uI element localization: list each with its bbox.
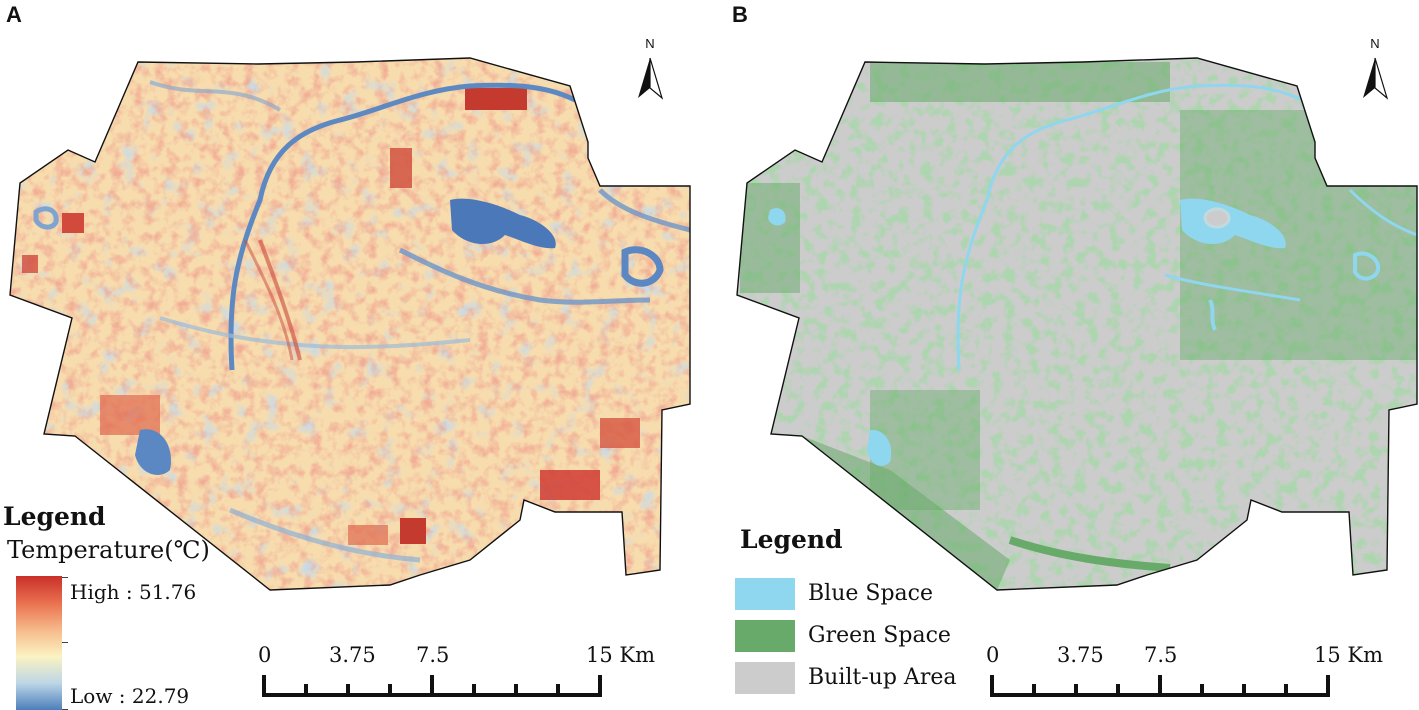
north-label: N (645, 36, 655, 51)
legend-label-green-space: Green Space (808, 623, 951, 648)
study-area-boundary (736, 57, 1418, 591)
panel-label-b: B (732, 2, 748, 27)
scale-tick-label: 3.75 (1057, 643, 1104, 667)
study-area-boundary (9, 57, 691, 591)
panel-b-landcover-map: B (710, 0, 1419, 710)
north-arrow-icon (638, 57, 664, 100)
scale-bar (990, 675, 1330, 697)
legend-swatch-green-space (735, 620, 795, 652)
legend-title: Legend (3, 502, 106, 531)
north-arrow-icon (1363, 57, 1389, 100)
legend-title: Legend (740, 525, 843, 554)
scale-tick-label: 3.75 (329, 643, 376, 667)
legend-label-blue-space: Blue Space (808, 581, 933, 606)
temperature-color-ramp (16, 576, 62, 710)
scale-bar (262, 675, 602, 697)
legend-swatch-built-up-area (735, 662, 795, 694)
legend-low-label: Low : 22.79 (70, 684, 190, 708)
scale-tick-label: 15 Km (1314, 643, 1383, 667)
panel-label-a: A (6, 2, 22, 27)
scale-tick-label: 0 (986, 643, 1000, 667)
landcover-map-svg (736, 57, 1418, 697)
legend-high-label: High : 51.76 (70, 580, 197, 604)
ramp-tick-high (62, 577, 68, 578)
scale-tick-label: 0 (258, 643, 272, 667)
temperature-map-svg (9, 57, 691, 697)
north-label: N (1370, 36, 1380, 51)
legend-subtitle: Temperature(℃) (7, 536, 210, 564)
legend-swatch-blue-space (735, 578, 795, 610)
scale-tick-label: 7.5 (1144, 643, 1178, 667)
scale-tick-label: 15 Km (586, 643, 655, 667)
ramp-tick-mid (62, 642, 68, 643)
panel-a-temperature-map: A (3, 2, 691, 710)
legend-label-built-up-area: Built-up Area (808, 665, 957, 690)
scale-tick-label: 7.5 (416, 643, 450, 667)
